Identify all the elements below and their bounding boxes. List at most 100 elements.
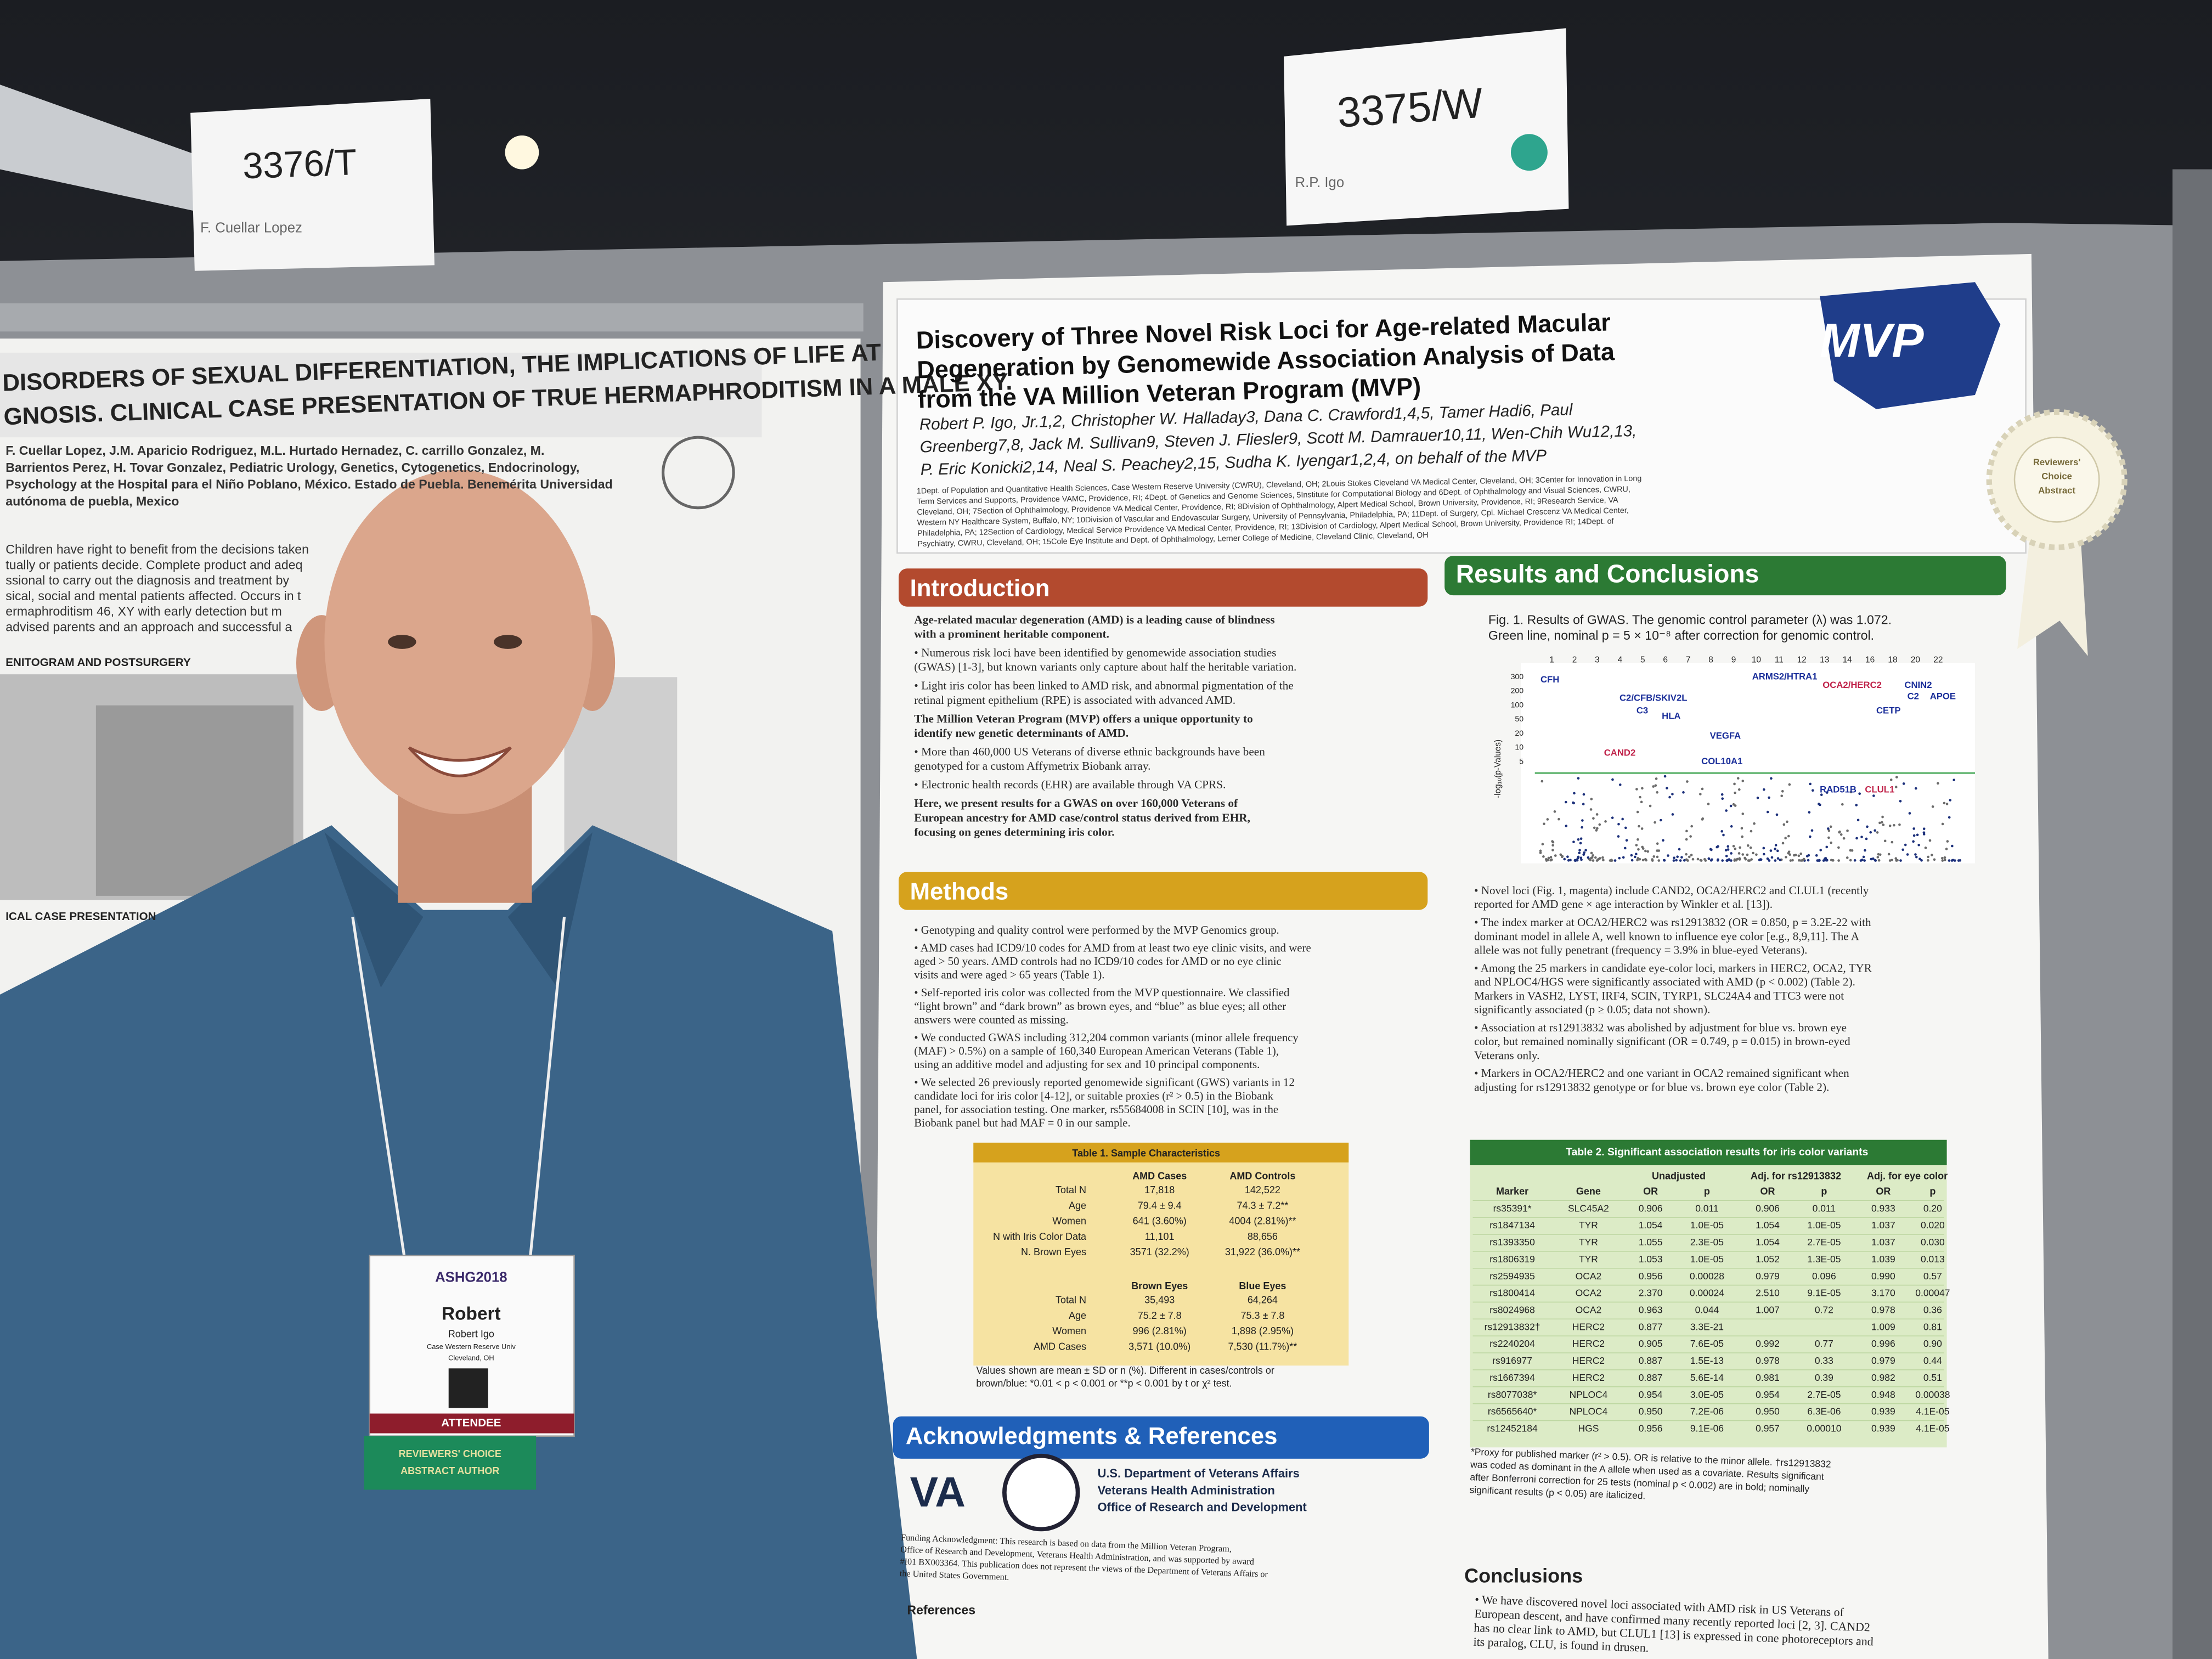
plot-point <box>1720 793 1724 796</box>
table-cell: 0.992 <box>1756 1338 1780 1349</box>
plot-point <box>1882 823 1885 826</box>
table-cell: 0.887 <box>1639 1355 1663 1366</box>
table-header: Marker <box>1496 1186 1528 1197</box>
plot-point <box>1711 858 1713 861</box>
plot-point <box>1737 852 1741 855</box>
table-cell: 0.956 <box>1639 1423 1663 1434</box>
plot-point <box>1883 839 1887 843</box>
plot-point <box>1690 854 1693 856</box>
plot-point <box>1786 820 1788 823</box>
plot-point <box>1899 800 1902 803</box>
plot-point <box>1816 859 1819 862</box>
table-cell: 4.1E-05 <box>1916 1423 1949 1434</box>
board-post <box>2172 169 2212 1659</box>
plot-point <box>1904 843 1907 847</box>
plot-point <box>1927 855 1929 859</box>
plot-point <box>1746 844 1750 847</box>
plot-point <box>1915 855 1918 859</box>
plot-point <box>1889 778 1893 781</box>
eye <box>388 635 416 649</box>
chromosome-label: 3 <box>1595 656 1600 665</box>
table-cell: rs1667394 <box>1489 1372 1535 1383</box>
plot-point <box>1766 857 1769 860</box>
plot-y-tick: 20 <box>1515 729 1523 737</box>
plot-point <box>1791 859 1794 862</box>
table-cell: 4.1E-05 <box>1916 1406 1949 1417</box>
chromosome-label: 6 <box>1663 656 1668 665</box>
body-text: focusing on genes determining iris color… <box>914 826 1114 839</box>
plot-point <box>1729 804 1733 808</box>
table-cell: 0.950 <box>1756 1406 1780 1417</box>
table-cell: 0.956 <box>1639 1271 1663 1282</box>
table-header: Gene <box>1576 1186 1601 1197</box>
plot-point <box>1820 793 1823 797</box>
table-cell: 0.030 <box>1921 1237 1945 1248</box>
plot-point <box>1696 857 1700 861</box>
plot-point <box>1839 833 1843 836</box>
plot-point <box>1565 825 1568 827</box>
left-poster-text: advised parents and an approach and succ… <box>5 619 292 634</box>
plot-point <box>1830 841 1833 844</box>
plot-point <box>1922 827 1926 831</box>
table-cell: 4004 (2.81%)** <box>1229 1216 1296 1227</box>
plot-point <box>1872 857 1875 860</box>
plot-point <box>1577 777 1580 780</box>
table-cell: 1.039 <box>1871 1254 1895 1265</box>
left-poster-authors: F. Cuellar Lopez, J.M. Aparicio Rodrigue… <box>5 443 544 458</box>
table-cell: 0.81 <box>1923 1321 1942 1332</box>
table-cell: 0.933 <box>1871 1203 1895 1214</box>
plot-point <box>1846 830 1849 832</box>
plot-point <box>1788 783 1791 786</box>
plot-y-tick: 10 <box>1515 743 1523 752</box>
table-cell: 0.00047 <box>1915 1288 1950 1299</box>
plot-point <box>1912 834 1916 837</box>
plot-point <box>1750 858 1753 861</box>
plot-point <box>1561 855 1564 859</box>
body-text: Markers in VASH2, LYST, IRF4, SCIN, TYRP… <box>1474 989 1844 1002</box>
plot-point <box>1878 821 1881 825</box>
plot-y-tick: 300 <box>1511 672 1524 681</box>
table-cell: 0.948 <box>1871 1389 1895 1400</box>
plot-point <box>1860 836 1863 838</box>
plot-point <box>1676 855 1679 858</box>
plot-point <box>1590 856 1593 860</box>
table-cell: 17,818 <box>1144 1184 1175 1195</box>
table-cell: 0.887 <box>1639 1372 1663 1383</box>
table-cell: 0.020 <box>1921 1220 1945 1231</box>
plot-point <box>1741 780 1745 782</box>
table-group-header: Adj. for rs12913832 <box>1751 1170 1841 1181</box>
chromosome-label: 14 <box>1843 656 1853 665</box>
plot-point <box>1542 855 1545 858</box>
body-text: reported for AMD gene × age interaction … <box>1474 898 1773 911</box>
plot-point <box>1887 853 1891 856</box>
chromosome-label: 16 <box>1865 656 1875 665</box>
table-cell: 0.013 <box>1921 1254 1945 1265</box>
rosette-text: Choice <box>2041 471 2072 482</box>
plot-point <box>1822 859 1825 862</box>
plot-point <box>1888 859 1892 862</box>
plot-point <box>1701 787 1704 791</box>
plot-point <box>1595 859 1599 862</box>
plot-point <box>1583 851 1586 854</box>
table-header: AMD Controls <box>1229 1170 1295 1181</box>
plot-point <box>1582 793 1585 796</box>
plot-point <box>1849 791 1853 794</box>
plot-point <box>1818 803 1820 805</box>
chromosome-label: 10 <box>1752 656 1761 665</box>
plot-point <box>1662 859 1666 862</box>
plot-point <box>1749 846 1752 849</box>
plot-point <box>1789 859 1792 862</box>
references-heading: References <box>907 1603 975 1617</box>
plot-point <box>1582 803 1585 806</box>
plot-point <box>1781 842 1785 845</box>
plot-point <box>1594 856 1597 859</box>
plot-point <box>1679 859 1682 862</box>
plot-point <box>1899 859 1902 862</box>
table-cell: AMD Cases <box>1034 1341 1086 1352</box>
table-cell: 1.3E-05 <box>1807 1254 1841 1265</box>
plot-point <box>1912 840 1915 843</box>
chromosome-label: 7 <box>1686 656 1691 665</box>
plot-y-tick: 100 <box>1511 700 1524 709</box>
table-title: Table 1. Sample Characteristics <box>1072 1148 1220 1159</box>
